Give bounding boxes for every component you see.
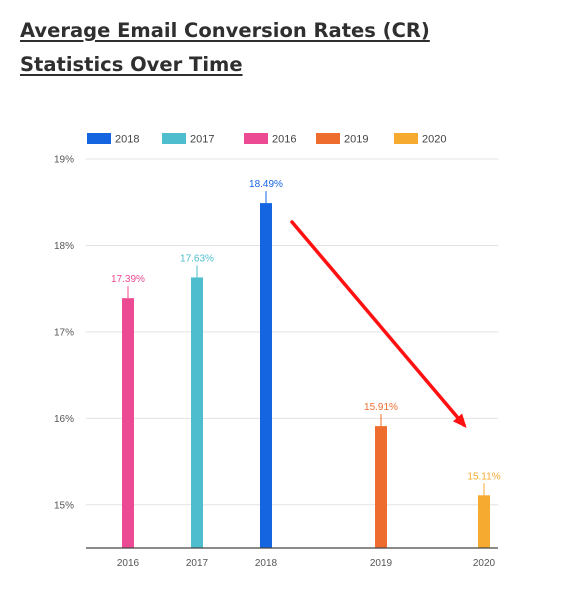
y-tick-label-17: 17% <box>54 327 74 338</box>
bar-2017 <box>191 277 203 548</box>
bar-2020 <box>478 495 490 548</box>
bars <box>122 203 490 548</box>
annotations <box>290 220 467 429</box>
y-tick-label-18: 18% <box>54 241 74 252</box>
data-label-2016: 17.39% <box>111 274 145 285</box>
legend-swatch-2019 <box>316 133 340 144</box>
x-tick-label-2017: 2017 <box>186 558 209 569</box>
data-labels: 18.49% 17.63% 17.39% 15.91% 15.11% <box>111 179 501 496</box>
axes: 15% 16% 17% 18% 19% 2016 2017 2018 2019 2020 <box>54 155 498 569</box>
y-tick-label-19: 19% <box>54 155 74 166</box>
x-tick-label-2019: 2019 <box>370 558 393 569</box>
data-label-2017: 17.63% <box>180 253 214 264</box>
grid-lines <box>86 158 498 506</box>
legend: 2018 2017 2016 2019 2020 <box>87 133 446 146</box>
x-tick-label-2018: 2018 <box>255 558 278 569</box>
page-title: Average Email Conversion Rates (CR) Stat… <box>20 14 560 82</box>
x-tick-label-2016: 2016 <box>117 558 140 569</box>
legend-label-2019: 2019 <box>344 134 368 146</box>
title-line-2: Statistics Over Time <box>20 53 243 76</box>
legend-swatch-2018 <box>87 133 111 144</box>
data-label-2020: 15.11% <box>467 471 500 482</box>
y-tick-label-15: 15% <box>54 500 74 511</box>
bar-2018 <box>260 203 272 548</box>
data-label-2019: 15.91% <box>364 402 398 413</box>
legend-swatch-2020 <box>394 133 418 144</box>
legend-swatch-2017 <box>162 133 186 144</box>
x-tick-label-2020: 2020 <box>473 558 496 569</box>
legend-swatch-2016 <box>244 133 268 144</box>
data-label-2018: 18.49% <box>249 179 283 190</box>
bar-2016 <box>122 298 134 548</box>
legend-label-2018: 2018 <box>115 134 139 146</box>
legend-label-2017: 2017 <box>190 134 214 146</box>
bar-2019 <box>375 426 387 548</box>
trend-arrow-down <box>290 220 467 429</box>
title-line-1: Average Email Conversion Rates (CR) <box>20 19 430 42</box>
y-tick-label-16: 16% <box>54 414 74 425</box>
legend-label-2016: 2016 <box>272 134 296 146</box>
legend-label-2020: 2020 <box>422 134 446 146</box>
